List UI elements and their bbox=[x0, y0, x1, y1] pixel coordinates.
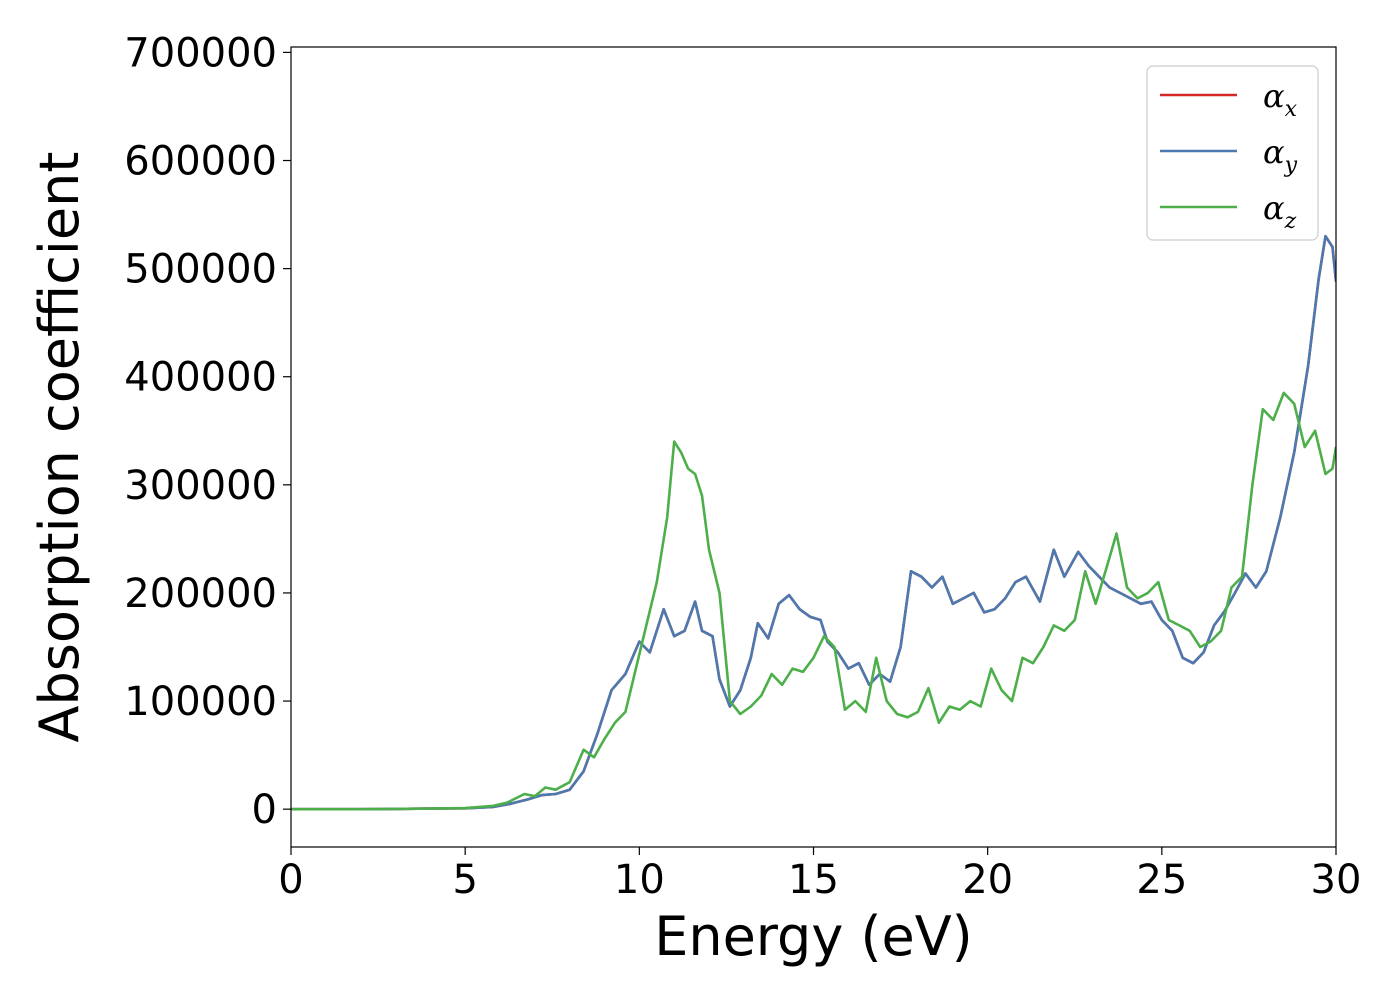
x-tick-label: 0 bbox=[278, 857, 303, 903]
x-axis-label: Energy (eV) bbox=[654, 905, 973, 968]
y-tick-label: 600000 bbox=[124, 139, 277, 185]
series-line-z bbox=[291, 391, 1336, 811]
series-line-y bbox=[291, 234, 1336, 811]
x-tick-label: 5 bbox=[452, 857, 477, 903]
legend-entry-y: αy bbox=[1263, 133, 1298, 178]
axes-layer: 0 5 10 15 20 25 30 0 100000 200000 300000 400000 500… bbox=[124, 30, 1361, 903]
y-tick-label: 0 bbox=[252, 787, 277, 833]
x-tick-label: 30 bbox=[1311, 857, 1362, 903]
series-layer bbox=[291, 234, 1336, 811]
legend-entry-z: αz bbox=[1263, 189, 1297, 234]
y-tick-label: 100000 bbox=[124, 679, 277, 725]
y-tick-label: 400000 bbox=[124, 355, 277, 401]
y-axis-label: Absorption coefficient bbox=[28, 152, 91, 743]
legend: αx αy αz bbox=[1146, 65, 1319, 241]
x-tick-label: 15 bbox=[788, 857, 839, 903]
y-tick-label: 500000 bbox=[124, 247, 277, 293]
x-tick-label: 10 bbox=[614, 857, 665, 903]
y-tick-label: 300000 bbox=[124, 463, 277, 509]
legend-entry-x: αx bbox=[1263, 77, 1298, 122]
x-tick-label: 20 bbox=[962, 857, 1013, 903]
y-tick-label: 200000 bbox=[124, 571, 277, 617]
y-tick-label: 700000 bbox=[124, 30, 277, 76]
x-tick-label: 25 bbox=[1136, 857, 1187, 903]
legend-box bbox=[1146, 65, 1319, 241]
